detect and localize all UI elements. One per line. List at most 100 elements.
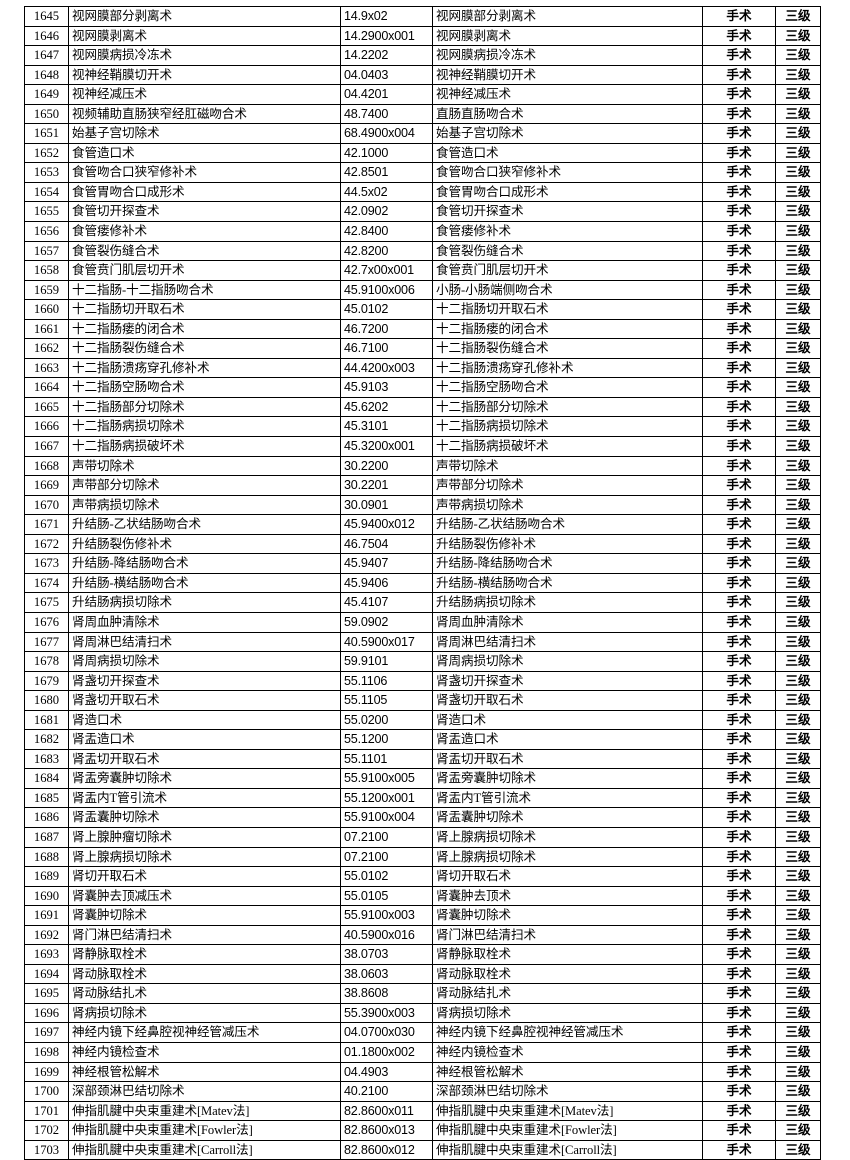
surgery-name-cell: 食管裂伤缝合术 [68, 240, 341, 262]
surgery-name-cell: 始基子宫切除术 [68, 123, 341, 144]
surgery-code-cell: 45.9103 [340, 377, 433, 398]
table-row: 1702 伸指肌腱中央束重建术[Fowler法] 82.8600x013 伸指肌腱中央… [24, 1120, 821, 1141]
standard-name-cell: 食管裂伤缝合术 [432, 240, 703, 262]
surgery-code-cell: 42.8200 [340, 240, 433, 262]
row-index-cell: 1671 [24, 514, 69, 535]
surgery-grade-cell: 三级 [775, 670, 821, 692]
surgery-type-cell: 手术 [702, 162, 776, 183]
table-row: 1677 肾周淋巴结清扫术 40.5900x017 肾周淋巴结清扫术 手术 三级 [24, 631, 821, 653]
table-row: 1675 升结肠病损切除术 45.4107 升结肠病损切除术 手术 三级 [24, 592, 821, 613]
document-page: 1645 视网膜部分剥离术 14.9x02 视网膜部分剥离术 手术 三级 1646 视网膜剥离… [24, 6, 821, 1160]
surgery-grade-cell: 三级 [775, 944, 821, 965]
surgery-grade-cell: 三级 [775, 983, 821, 1004]
surgery-name-cell: 声带切除术 [68, 455, 341, 477]
surgery-code-cell: 59.9101 [340, 651, 433, 672]
standard-name-cell: 肾周病损切除术 [432, 651, 703, 672]
row-index-cell: 1663 [24, 357, 69, 379]
surgery-grade-cell: 三级 [775, 709, 821, 731]
row-index-cell: 1664 [24, 377, 69, 398]
surgery-type-cell: 手术 [702, 826, 776, 848]
surgery-type-cell: 手术 [702, 45, 776, 66]
table-row: 1660 十二指肠切开取石术 45.0102 十二指肠切开取石术 手术 三级 [24, 299, 821, 320]
surgery-type-cell: 手术 [702, 924, 776, 946]
surgery-type-cell: 手术 [702, 748, 776, 770]
row-index-cell: 1700 [24, 1081, 69, 1102]
surgery-code-cell: 45.3200x001 [340, 436, 433, 457]
surgery-code-cell: 38.0703 [340, 944, 433, 965]
surgery-grade-cell: 三级 [775, 690, 821, 711]
row-index-cell: 1672 [24, 533, 69, 555]
surgery-grade-cell: 三级 [775, 1022, 821, 1043]
table-row: 1684 肾盂旁囊肿切除术 55.9100x005 肾盂旁囊肿切除术 手术 三级 [24, 768, 821, 789]
surgery-name-cell: 肾盂切开取石术 [68, 748, 341, 770]
row-index-cell: 1648 [24, 64, 69, 86]
table-row: 1655 食管切开探查术 42.0902 食管切开探查术 手术 三级 [24, 201, 821, 223]
surgery-grade-cell: 三级 [775, 181, 821, 203]
standard-name-cell: 视网膜部分剥离术 [432, 6, 703, 27]
table-row: 1670 声带病损切除术 30.0901 声带病损切除术 手术 三级 [24, 494, 821, 516]
surgery-grade-cell: 三级 [775, 377, 821, 398]
standard-name-cell: 肾囊肿去顶术 [432, 885, 703, 907]
table-row: 1697 神经内镜下经鼻腔视神经管减压术 04.0700x030 神经内镜下经鼻腔视神… [24, 1022, 821, 1043]
surgery-name-cell: 视神经减压术 [68, 84, 341, 105]
standard-name-cell: 十二指肠瘘的闭合术 [432, 318, 703, 340]
surgery-name-cell: 声带部分切除术 [68, 475, 341, 496]
surgery-code-cell: 82.8600x012 [340, 1139, 433, 1160]
table-row: 1696 肾病损切除术 55.3900x003 肾病损切除术 手术 三级 [24, 1002, 821, 1024]
surgery-type-cell: 手术 [702, 181, 776, 203]
table-row: 1663 十二指肠溃疡穿孔修补术 44.4200x003 十二指肠溃疡穿孔修补术 手术三… [24, 357, 821, 379]
table-row: 1694 肾动脉取栓术 38.0603 肾动脉取栓术 手术 三级 [24, 963, 821, 985]
surgery-grade-cell: 三级 [775, 357, 821, 379]
surgery-type-cell: 手术 [702, 866, 776, 887]
row-index-cell: 1682 [24, 729, 69, 750]
surgery-code-cell: 45.9100x006 [340, 279, 433, 301]
standard-name-cell: 肾盂内T管引流术 [432, 787, 703, 809]
surgery-type-cell: 手术 [702, 84, 776, 105]
standard-name-cell: 肾动脉结扎术 [432, 983, 703, 1004]
surgery-type-cell: 手术 [702, 514, 776, 535]
surgery-name-cell: 肾病损切除术 [68, 1002, 341, 1024]
surgery-name-cell: 肾切开取石术 [68, 866, 341, 887]
surgery-name-cell: 升结肠-乙状结肠吻合术 [68, 514, 341, 535]
table-row: 1659 十二指肠-十二指肠吻合术 45.9100x006 小肠-小肠端侧吻合术 手术三… [24, 279, 821, 301]
row-index-cell: 1678 [24, 651, 69, 672]
surgery-type-cell: 手术 [702, 416, 776, 438]
surgery-grade-cell: 三级 [775, 318, 821, 340]
standard-name-cell: 食管胃吻合口成形术 [432, 181, 703, 203]
surgery-code-cell: 45.0102 [340, 299, 433, 320]
row-index-cell: 1653 [24, 162, 69, 183]
standard-name-cell: 视神经减压术 [432, 84, 703, 105]
surgery-code-cell: 46.7200 [340, 318, 433, 340]
table-row: 1691 肾囊肿切除术 55.9100x003 肾囊肿切除术 手术 三级 [24, 905, 821, 926]
table-row: 1688 肾上腺病损切除术 07.2100 肾上腺病损切除术 手术 三级 [24, 846, 821, 868]
surgery-code-cell: 04.0403 [340, 64, 433, 86]
surgery-type-cell: 手术 [702, 455, 776, 477]
surgery-code-cell: 55.1200x001 [340, 787, 433, 809]
standard-name-cell: 升结肠裂伤修补术 [432, 533, 703, 555]
surgery-name-cell: 食管贲门肌层切开术 [68, 260, 341, 281]
surgery-name-cell: 肾盂内T管引流术 [68, 787, 341, 809]
surgery-grade-cell: 三级 [775, 592, 821, 613]
surgery-grade-cell: 三级 [775, 885, 821, 907]
surgery-grade-cell: 三级 [775, 221, 821, 242]
surgery-code-cell: 04.0700x030 [340, 1022, 433, 1043]
row-index-cell: 1657 [24, 240, 69, 262]
standard-name-cell: 肾盂旁囊肿切除术 [432, 768, 703, 789]
surgery-grade-cell: 三级 [775, 963, 821, 985]
table-row: 1666 十二指肠病损切除术 45.3101 十二指肠病损切除术 手术 三级 [24, 416, 821, 438]
standard-name-cell: 直肠直肠吻合术 [432, 103, 703, 125]
surgery-code-cell: 14.2202 [340, 45, 433, 66]
surgery-name-cell: 伸指肌腱中央束重建术[Carroll法] [68, 1139, 341, 1160]
surgery-code-cell: 45.9407 [340, 553, 433, 574]
row-index-cell: 1694 [24, 963, 69, 985]
standard-name-cell: 肾盂造口术 [432, 729, 703, 750]
table-row: 1674 升结肠-横结肠吻合术 45.9406 升结肠-横结肠吻合术 手术 三级 [24, 572, 821, 594]
surgery-type-cell: 手术 [702, 1022, 776, 1043]
surgery-grade-cell: 三级 [775, 1081, 821, 1102]
table-row: 1653 食管吻合口狭窄修补术 42.8501 食管吻合口狭窄修补术 手术 三级 [24, 162, 821, 183]
row-index-cell: 1658 [24, 260, 69, 281]
surgery-type-cell: 手术 [702, 885, 776, 907]
surgery-type-cell: 手术 [702, 1100, 776, 1122]
surgery-name-cell: 肾盂造口术 [68, 729, 341, 750]
surgery-grade-cell: 三级 [775, 396, 821, 418]
